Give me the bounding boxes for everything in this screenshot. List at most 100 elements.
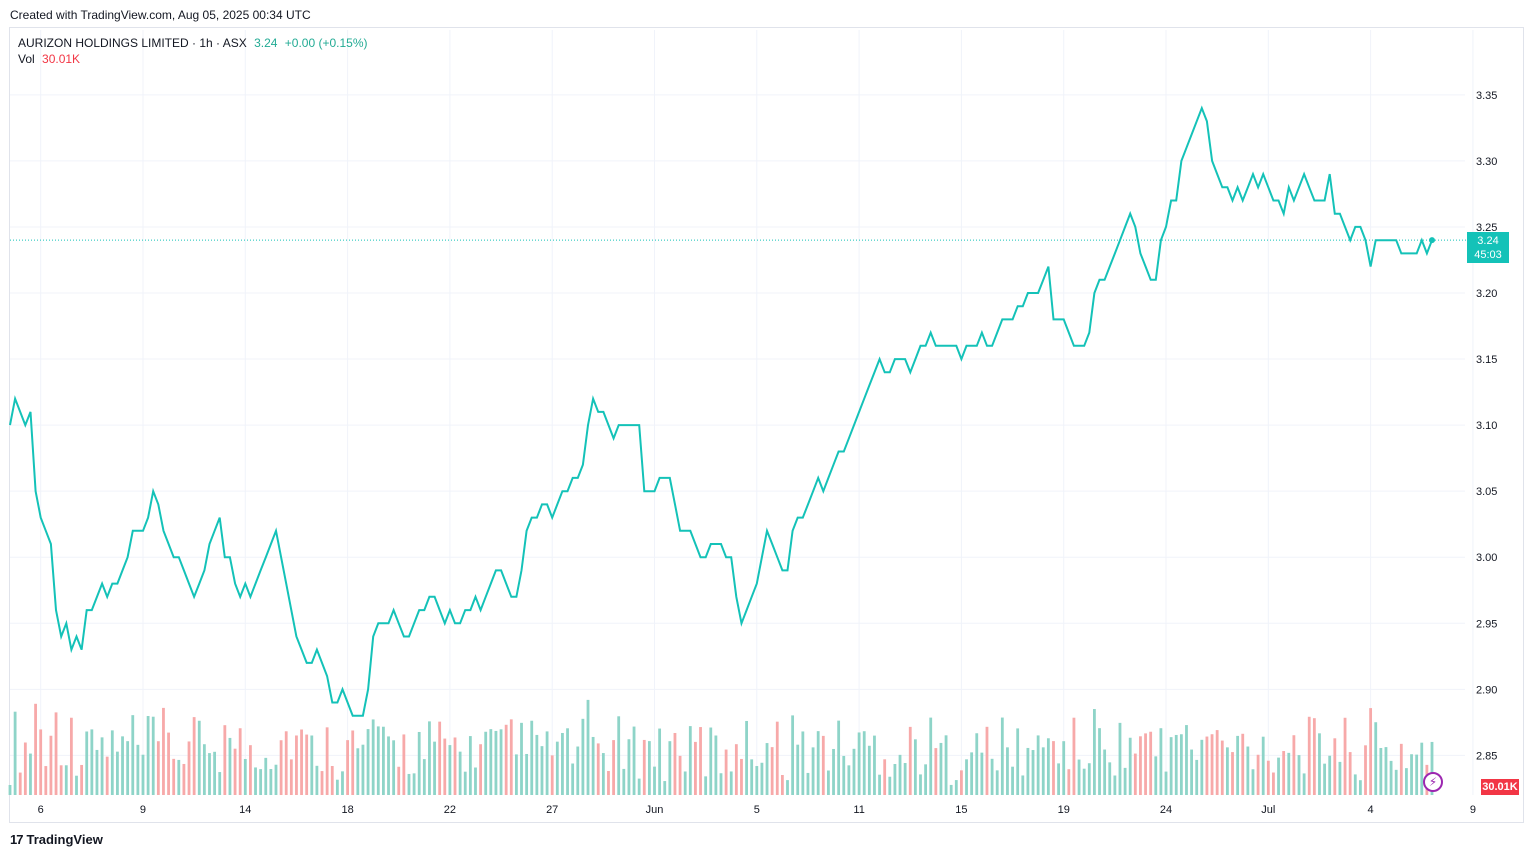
volume-bar (382, 726, 385, 795)
legend: AURIZON HOLDINGS LIMITED · 1h · ASX 3.24… (18, 35, 368, 67)
volume-bar (1399, 743, 1403, 795)
volume-bar (888, 776, 892, 795)
volume-bar (402, 734, 406, 795)
volume-bar (39, 729, 43, 795)
volume-bar (269, 769, 273, 795)
legend-volume-value: 30.01K (42, 52, 81, 66)
volume-bar (924, 764, 928, 795)
volume-bar (1302, 773, 1306, 795)
legend-volume-label[interactable]: Vol (18, 52, 35, 66)
volume-bar (428, 721, 431, 795)
volume-bar (468, 736, 472, 795)
price-line (9, 105, 1433, 717)
volume-bar (1021, 775, 1025, 795)
volume-bar (392, 740, 396, 795)
volume-bar (279, 740, 283, 795)
volume-bar (1195, 759, 1199, 795)
volume-bar (740, 758, 743, 795)
last-price-dot (1429, 237, 1435, 244)
legend-volume-row: Vol 30.01K (18, 51, 368, 67)
volume-bar (990, 758, 994, 795)
volume-bar (949, 784, 953, 795)
x-tick-label: 22 (444, 804, 456, 816)
volume-bar (647, 741, 651, 795)
volume-bar (745, 720, 748, 795)
volume-bar (448, 745, 452, 795)
volume-bar (1118, 722, 1122, 795)
volume-bar (356, 748, 360, 795)
volume-bar (284, 731, 288, 795)
volume-bar (954, 780, 958, 795)
price-tag-countdown: 45:03 (1474, 249, 1502, 261)
volume-bar (1057, 763, 1060, 795)
tradingview-logo[interactable]: 17 TradingView (10, 832, 103, 847)
x-tick-label: 27 (546, 804, 558, 816)
volume-bar (1369, 708, 1373, 795)
volume-bar (566, 728, 569, 795)
volume-bar (474, 767, 477, 795)
y-tick-label: 2.90 (1476, 684, 1497, 696)
y-tick-label: 3.05 (1476, 486, 1497, 498)
volume-bar (873, 735, 876, 795)
volume-bar (1364, 745, 1367, 795)
x-tick-label: Jul (1261, 804, 1275, 816)
volume-bar (64, 765, 68, 795)
volume-bar (867, 745, 871, 795)
volume-bar (688, 726, 692, 795)
volume-bar (499, 729, 503, 795)
grid-lines (10, 30, 1474, 795)
volume-bar (100, 737, 104, 795)
volume-bar (75, 775, 78, 795)
volume-bar (1072, 717, 1076, 795)
volume-bar (1353, 774, 1357, 795)
volume-bar (249, 745, 252, 795)
volume-bar (683, 771, 687, 795)
volume-bar (837, 720, 841, 795)
volume-bar (1174, 734, 1178, 795)
volume-bar (1041, 747, 1045, 795)
volume-bar (734, 744, 738, 795)
volume-bar (755, 766, 759, 795)
volume-bar (1077, 759, 1081, 795)
volume-bar (218, 772, 222, 795)
volume-bar (760, 762, 764, 795)
volume-bar (49, 735, 53, 795)
volume-bar (1287, 752, 1291, 795)
volume-bar (126, 741, 130, 795)
volume-bar (1062, 741, 1066, 795)
volume-bar (1292, 735, 1296, 795)
volume-bar (1272, 772, 1275, 795)
volume-bar (376, 726, 380, 795)
volume-bar (90, 729, 94, 795)
volume-bar (361, 744, 365, 795)
volume-bar (438, 721, 442, 795)
volume-bar (883, 759, 887, 795)
x-tick-label: 5 (754, 804, 760, 816)
volume-bar (1307, 716, 1311, 795)
volume-bar (325, 727, 329, 795)
volume-bar (944, 735, 948, 795)
volume-bar (530, 720, 534, 795)
volume-bars (8, 699, 1434, 795)
volume-bar (1297, 755, 1301, 795)
volume-bar (366, 729, 370, 795)
volume-bar (351, 730, 355, 795)
volume-bar (975, 733, 979, 795)
volume-bar (1144, 733, 1147, 795)
volume-bar (550, 755, 554, 795)
volume-bar (397, 766, 401, 795)
y-tick-label: 3.25 (1476, 222, 1497, 234)
volume-bar (23, 742, 27, 795)
y-tick-label: 2.85 (1476, 750, 1497, 762)
volume-bar (847, 765, 851, 795)
legend-symbol[interactable]: AURIZON HOLDINGS LIMITED · 1h · ASX (18, 36, 247, 50)
volume-bar (903, 763, 907, 795)
volume-bar (1333, 738, 1337, 795)
lightning-icon[interactable]: ⚡ (1423, 772, 1443, 792)
volume-bar (371, 719, 375, 795)
volume-bar (305, 734, 309, 795)
volume-bar (714, 735, 718, 795)
volume-bar (913, 739, 917, 795)
volume-bar (1215, 730, 1219, 795)
